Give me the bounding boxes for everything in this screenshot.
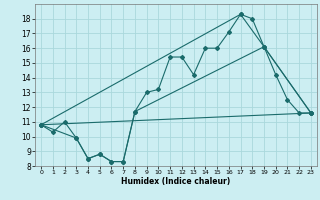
X-axis label: Humidex (Indice chaleur): Humidex (Indice chaleur) xyxy=(121,177,231,186)
